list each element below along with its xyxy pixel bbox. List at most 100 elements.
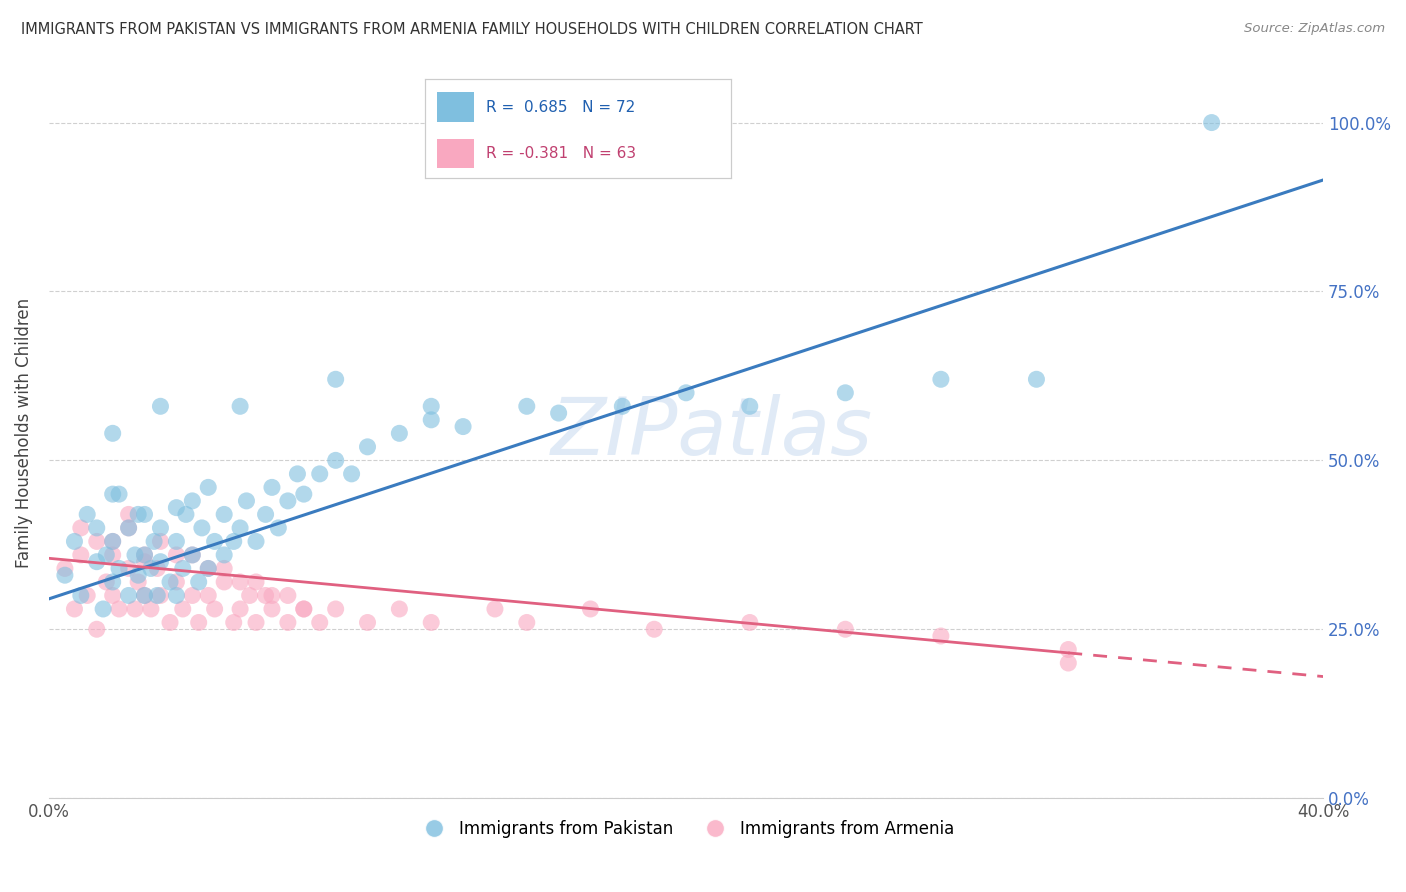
Point: [127, 568, 149, 582]
Point: [187, 615, 209, 630]
Point: [1057, 656, 1080, 670]
Point: [420, 615, 443, 630]
Point: [165, 589, 187, 603]
Point: [388, 602, 411, 616]
Point: [277, 494, 299, 508]
Point: [239, 589, 262, 603]
Point: [1025, 372, 1047, 386]
Point: [356, 440, 378, 454]
Point: [143, 534, 166, 549]
Point: [117, 589, 139, 603]
Point: [101, 487, 124, 501]
Point: [516, 615, 538, 630]
Point: [134, 508, 156, 522]
Point: [229, 400, 252, 414]
Point: [63, 534, 86, 549]
Point: [174, 508, 197, 522]
Point: [181, 548, 204, 562]
Point: [204, 602, 226, 616]
Point: [76, 589, 98, 603]
Point: [165, 534, 187, 549]
Point: [53, 568, 76, 582]
Point: [675, 385, 697, 400]
Point: [117, 521, 139, 535]
Point: [834, 622, 856, 636]
Point: [197, 589, 219, 603]
Point: [260, 480, 283, 494]
Point: [222, 534, 245, 549]
Point: [117, 508, 139, 522]
Point: [197, 561, 219, 575]
Point: [1057, 642, 1080, 657]
Point: [117, 561, 139, 575]
Point: [127, 508, 149, 522]
Point: [149, 555, 172, 569]
Point: [146, 561, 169, 575]
Point: [212, 548, 235, 562]
Point: [229, 574, 252, 589]
Point: [134, 589, 156, 603]
Point: [146, 589, 169, 603]
Point: [204, 534, 226, 549]
Point: [547, 406, 569, 420]
Point: [325, 602, 347, 616]
Point: [451, 419, 474, 434]
Point: [420, 400, 443, 414]
Point: [260, 602, 283, 616]
Point: [165, 500, 187, 515]
Y-axis label: Family Households with Children: Family Households with Children: [15, 298, 32, 568]
Point: [165, 574, 187, 589]
Point: [134, 589, 156, 603]
Point: [149, 521, 172, 535]
Point: [212, 574, 235, 589]
Point: [834, 385, 856, 400]
Point: [929, 629, 952, 643]
Point: [101, 534, 124, 549]
Point: [86, 534, 108, 549]
Point: [86, 622, 108, 636]
Point: [139, 602, 162, 616]
Point: [197, 561, 219, 575]
Point: [149, 400, 172, 414]
Point: [191, 521, 214, 535]
Point: [245, 574, 267, 589]
Point: [308, 615, 330, 630]
Text: Source: ZipAtlas.com: Source: ZipAtlas.com: [1244, 22, 1385, 36]
Point: [149, 589, 172, 603]
Point: [124, 548, 146, 562]
Point: [308, 467, 330, 481]
Point: [69, 589, 91, 603]
Point: [149, 534, 172, 549]
Point: [172, 602, 194, 616]
Point: [245, 615, 267, 630]
Point: [287, 467, 309, 481]
Point: [139, 561, 162, 575]
Point: [229, 602, 252, 616]
Point: [292, 602, 315, 616]
Point: [277, 615, 299, 630]
Point: [229, 521, 252, 535]
Point: [187, 574, 209, 589]
Point: [197, 480, 219, 494]
Point: [117, 521, 139, 535]
Point: [245, 534, 267, 549]
Point: [101, 548, 124, 562]
Point: [181, 494, 204, 508]
Point: [159, 615, 181, 630]
Point: [356, 615, 378, 630]
Point: [101, 534, 124, 549]
Point: [484, 602, 506, 616]
Point: [86, 555, 108, 569]
Point: [69, 521, 91, 535]
Point: [235, 494, 257, 508]
Point: [172, 561, 194, 575]
Point: [929, 372, 952, 386]
Point: [325, 453, 347, 467]
Point: [212, 561, 235, 575]
Point: [612, 400, 634, 414]
Point: [134, 548, 156, 562]
Point: [101, 426, 124, 441]
Point: [134, 555, 156, 569]
Point: [165, 548, 187, 562]
Point: [108, 602, 131, 616]
